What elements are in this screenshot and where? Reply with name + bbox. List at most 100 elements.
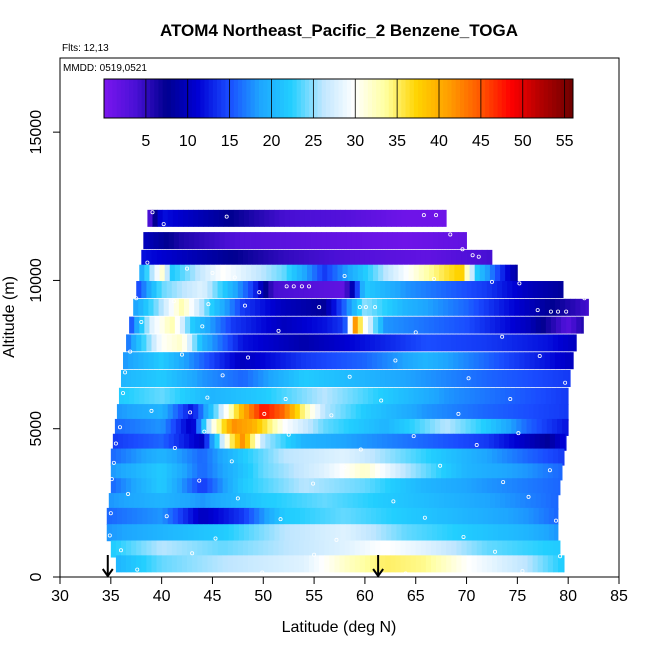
curtain-cell: [473, 298, 480, 316]
curtain-cell: [349, 334, 356, 352]
curtain-cell: [451, 448, 457, 466]
curtain-cell: [466, 448, 473, 466]
colorbar-segment: [397, 79, 402, 118]
curtain-cell: [167, 507, 174, 525]
curtain-cell: [281, 316, 288, 334]
curtain-cell: [342, 264, 349, 282]
curtain-cell: [449, 316, 455, 334]
curtain-cell: [161, 281, 168, 299]
curtain-cell: [422, 232, 429, 250]
curtain-cell: [268, 478, 274, 496]
curtain-cell: [289, 507, 296, 525]
flight-start-arrow: [372, 555, 384, 578]
curtain-cell: [324, 448, 330, 466]
curtain-cell: [547, 281, 554, 299]
colorbar-segment: [514, 79, 519, 118]
curtain-layer: [126, 334, 577, 352]
curtain-cell: [357, 264, 364, 282]
curtain-cell: [294, 404, 301, 422]
curtain-cell: [422, 433, 429, 451]
curtain-cell: [218, 524, 225, 542]
curtain-cell: [495, 264, 501, 282]
curtain-cell: [295, 298, 302, 316]
curtain-cell: [451, 478, 457, 496]
curtain-cell: [327, 316, 333, 334]
curtain-cell: [390, 448, 396, 466]
curtain-cell: [467, 507, 474, 525]
curtain-cell: [268, 281, 274, 299]
curtain-cell: [522, 555, 528, 573]
curtain-cell: [166, 555, 173, 573]
sample-point: [393, 358, 398, 363]
sample-point: [139, 319, 144, 324]
curtain-cell: [377, 298, 383, 316]
sample-point: [286, 432, 291, 437]
curtain-cell: [243, 404, 250, 422]
curtain-cell: [303, 369, 310, 387]
curtain-cell: [564, 404, 569, 422]
curtain-cell: [474, 264, 481, 282]
curtain-cell: [176, 463, 183, 481]
curtain-cell: [195, 493, 201, 511]
curtain-cell: [482, 524, 489, 542]
curtain-cell: [517, 281, 523, 299]
curtain-cell: [311, 433, 317, 451]
curtain-layer: [141, 249, 493, 267]
curtain-cell: [439, 387, 445, 405]
curtain-cell: [135, 418, 141, 436]
curtain-cell: [382, 352, 388, 370]
curtain-cell: [304, 209, 311, 227]
curtain-cell: [212, 463, 218, 481]
curtain-cell: [297, 418, 304, 436]
curtain-cell: [329, 334, 335, 352]
curtain-cell: [476, 281, 483, 299]
curtain-cell: [508, 524, 514, 542]
curtain-cell: [474, 387, 481, 405]
curtain-cell: [225, 264, 232, 282]
colorbar-segment: [200, 79, 205, 118]
sample-point: [107, 533, 112, 538]
curtain-cell: [371, 404, 377, 422]
curtain-cell: [484, 264, 491, 282]
curtain-cell: [295, 232, 302, 250]
curtain-cell: [508, 507, 514, 525]
curtain-cell: [487, 524, 494, 542]
curtain-cell: [199, 232, 205, 250]
curtain-cell: [417, 352, 424, 370]
curtain-cell: [139, 264, 145, 282]
curtain-cell: [278, 249, 284, 267]
curtain-cell: [492, 507, 499, 525]
curtain-cell: [311, 352, 317, 370]
curtain-cell: [151, 281, 157, 299]
curtain-cell: [349, 478, 356, 496]
curtain-cell: [187, 369, 193, 387]
curtain-cell: [339, 463, 345, 481]
curtain-cell: [487, 507, 494, 525]
curtain-cell: [317, 264, 323, 282]
curtain-cell: [415, 334, 422, 352]
curtain-cell: [134, 316, 140, 334]
y-tick-label: 10000: [28, 258, 45, 303]
curtain-cell: [303, 478, 310, 496]
curtain-cell: [266, 387, 272, 405]
curtain-cell: [477, 524, 484, 542]
curtain-cell: [542, 555, 549, 573]
curtain-cell: [560, 433, 566, 451]
curtain-cell: [485, 418, 492, 436]
curtain-cell: [410, 369, 417, 387]
curtain-cell: [548, 524, 555, 542]
sample-point: [109, 477, 114, 482]
curtain-cell: [275, 298, 281, 316]
curtain-cell: [295, 352, 302, 370]
curtain-cell: [329, 555, 335, 573]
curtain-cell: [120, 540, 127, 558]
curtain-cell: [552, 555, 559, 573]
colorbar-segment: [158, 79, 164, 118]
curtain-cell: [515, 387, 521, 405]
curtain-cell: [344, 540, 351, 558]
curtain-cell: [505, 264, 511, 282]
curtain-cell: [197, 249, 203, 267]
curtain-cell: [385, 555, 391, 573]
curtain-cell: [378, 493, 384, 511]
